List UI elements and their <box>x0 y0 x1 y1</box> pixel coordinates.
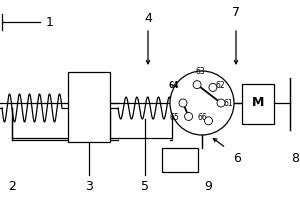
Text: 1: 1 <box>46 16 54 28</box>
Text: 63: 63 <box>195 68 205 76</box>
FancyBboxPatch shape <box>68 72 110 142</box>
Text: 8: 8 <box>291 152 299 164</box>
Circle shape <box>184 112 193 120</box>
Text: 65: 65 <box>169 114 179 122</box>
Text: 3: 3 <box>85 180 93 192</box>
Text: 66: 66 <box>197 114 207 122</box>
Circle shape <box>205 117 212 125</box>
Circle shape <box>193 81 201 89</box>
Circle shape <box>217 99 225 107</box>
Text: M: M <box>252 97 264 110</box>
Text: 2: 2 <box>8 180 16 192</box>
Circle shape <box>170 71 234 135</box>
Text: 7: 7 <box>232 5 240 19</box>
Text: 64: 64 <box>169 80 179 90</box>
Text: 6: 6 <box>233 152 241 164</box>
Circle shape <box>179 99 187 107</box>
Text: 62: 62 <box>216 80 226 90</box>
FancyBboxPatch shape <box>242 84 274 124</box>
Text: 61: 61 <box>224 98 234 108</box>
Text: 4: 4 <box>144 11 152 24</box>
FancyBboxPatch shape <box>162 148 198 172</box>
Circle shape <box>209 83 217 91</box>
Text: 9: 9 <box>204 180 212 192</box>
Text: 5: 5 <box>141 180 149 192</box>
